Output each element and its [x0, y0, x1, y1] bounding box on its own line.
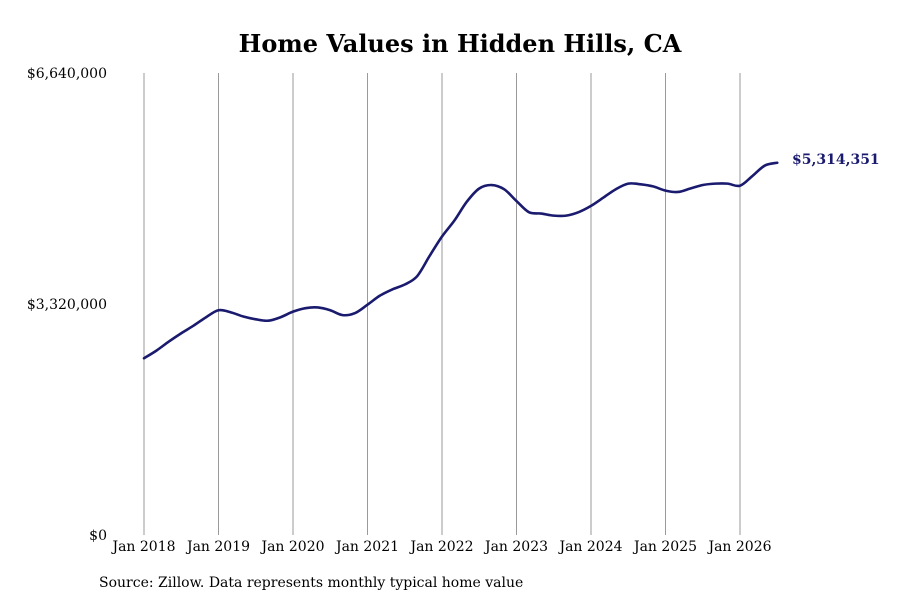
x-tick-label: Jan 2024: [557, 539, 622, 555]
source-note: Source: Zillow. Data represents monthly …: [99, 575, 523, 591]
y-axis-ticks: $0 $3,320,000 $6,640,000: [27, 66, 107, 544]
grid-lines: [143, 73, 741, 535]
home-value-series-line: [142, 161, 779, 360]
x-tick-label: Jan 2021: [334, 539, 399, 555]
x-tick-label: Jan 2019: [185, 539, 250, 555]
x-tick-label: Jan 2026: [706, 539, 771, 555]
y-tick-label: $6,640,000: [27, 66, 107, 82]
end-value-label: $5,314,351: [792, 152, 880, 168]
x-tick-label: Jan 2020: [259, 539, 324, 555]
y-tick-label: $3,320,000: [27, 297, 107, 313]
x-axis-ticks: Jan 2018 Jan 2019 Jan 2020 Jan 2021 Jan 2022…: [110, 539, 771, 555]
x-tick-label: Jan 2023: [483, 539, 548, 555]
x-tick-label: Jan 2022: [408, 539, 473, 555]
chart-title: Home Values in Hidden Hills, CA: [239, 29, 682, 58]
series-layer: [142, 161, 779, 360]
y-tick-label: $0: [89, 528, 107, 544]
x-tick-label: Jan 2018: [110, 539, 175, 555]
x-tick-label: Jan 2025: [632, 539, 697, 555]
